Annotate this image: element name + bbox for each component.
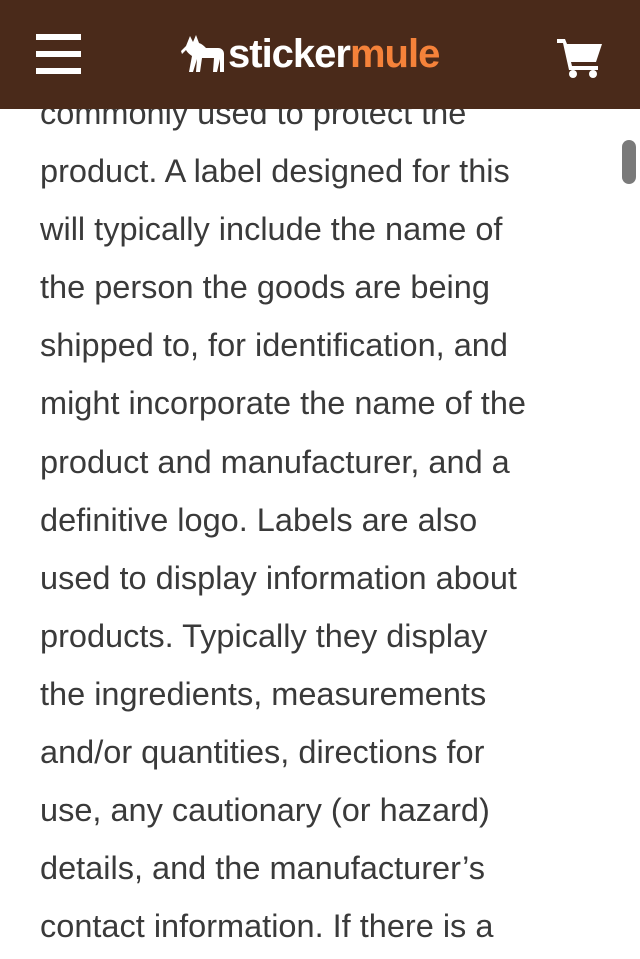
shopping-cart-icon[interactable]: [556, 36, 604, 78]
article-line: will typically include the name of: [40, 211, 503, 248]
menu-bar: [36, 68, 81, 74]
article-line: product and manufacturer, and a: [40, 443, 510, 480]
article-line: and/or quantities, directions for: [40, 734, 485, 771]
hamburger-menu-icon[interactable]: [36, 34, 81, 74]
article-line: used to display information about: [40, 559, 517, 596]
article-line: the ingredients, measurements: [40, 675, 487, 712]
article-line: contact information. If there is a: [40, 908, 494, 945]
stickermule-logo[interactable]: stickermule: [180, 26, 440, 82]
article-line: shipped to, for identification, and: [40, 327, 508, 364]
article-line: definitive logo. Labels are also: [40, 501, 478, 538]
site-header: stickermule: [0, 0, 640, 109]
article-body: commonly used to protect the product. A …: [40, 84, 620, 955]
scrollbar-thumb[interactable]: [622, 140, 636, 184]
logo-mule-text: mule: [349, 32, 440, 76]
article-line: use, any cautionary (or hazard): [40, 792, 490, 829]
logo-wordmark: stickermule: [228, 32, 440, 76]
article-line: might incorporate the name of the: [40, 385, 526, 422]
article-line: product. A label designed for this: [40, 153, 510, 190]
menu-bar: [36, 51, 81, 57]
article-line: details, and the manufacturer’s: [40, 850, 486, 887]
mule-logo-icon: [181, 35, 224, 72]
article-line: the person the goods are being: [40, 269, 490, 306]
menu-bar: [36, 34, 81, 40]
article-line: products. Typically they display: [40, 617, 488, 654]
logo-sticker-text: sticker: [228, 32, 351, 76]
